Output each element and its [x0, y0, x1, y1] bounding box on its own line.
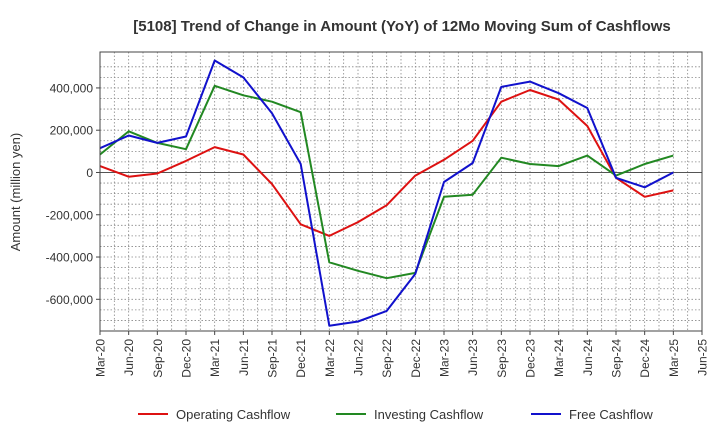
x-tick-label: Jun-24: [581, 339, 595, 376]
x-tick-label: Dec-23: [524, 339, 538, 378]
free-cashflow-line: [99, 59, 674, 327]
x-tick-label: Jun-21: [237, 339, 251, 376]
x-tick-label: Mar-24: [552, 339, 566, 377]
x-tick-label: Mar-21: [208, 339, 222, 377]
x-tick-label: Mar-23: [438, 339, 452, 377]
legend: Operating Cashflow Investing Cashflow Free…: [138, 407, 653, 422]
x-tick-label: Sep-24: [610, 339, 624, 378]
x-tick-label: Sep-21: [266, 339, 280, 378]
series-lines: [99, 59, 674, 327]
y-axis-label: Amount (million yen): [8, 133, 23, 252]
x-tick-label: Jun-20: [122, 339, 136, 376]
x-tick-label: Sep-20: [151, 339, 165, 378]
x-tick-label: Jun-25: [696, 339, 710, 376]
legend-label-free-cashflow: Free Cashflow: [569, 407, 653, 422]
x-tick-label: Mar-22: [323, 339, 337, 377]
x-tick-label: Jun-23: [466, 339, 480, 376]
y-tick-label: -600,000: [46, 293, 94, 307]
axes: -600,000 -400,000 -200,000 0 200,000 400,000 M…: [46, 81, 710, 377]
grid: [99, 52, 703, 331]
x-tick-label: Sep-23: [495, 339, 509, 378]
x-tick-label: Dec-20: [180, 339, 194, 378]
y-tick-label: 200,000: [50, 124, 94, 138]
legend-label-investing-cashflow: Investing Cashflow: [374, 407, 484, 422]
x-tick-label: Dec-21: [294, 339, 308, 378]
chart-title: [5108] Trend of Change in Amount (YoY) o…: [133, 18, 671, 35]
y-tick-label: -400,000: [46, 251, 94, 265]
y-tick-label: 0: [86, 166, 93, 180]
y-tick-label: 400,000: [50, 81, 94, 95]
investing-cashflow-line: [99, 84, 674, 280]
plot-border: [99, 51, 703, 332]
operating-cashflow-line: [99, 89, 674, 237]
y-tick-label: -200,000: [46, 208, 94, 222]
x-tick-label: Mar-20: [94, 339, 108, 377]
x-tick-label: Dec-24: [638, 339, 652, 378]
x-tick-label: Jun-22: [352, 339, 366, 376]
x-tick-label: Dec-22: [409, 339, 423, 378]
legend-label-operating-cashflow: Operating Cashflow: [176, 407, 291, 422]
x-tick-label: Sep-22: [380, 339, 394, 378]
x-tick-label: Mar-25: [667, 339, 681, 377]
